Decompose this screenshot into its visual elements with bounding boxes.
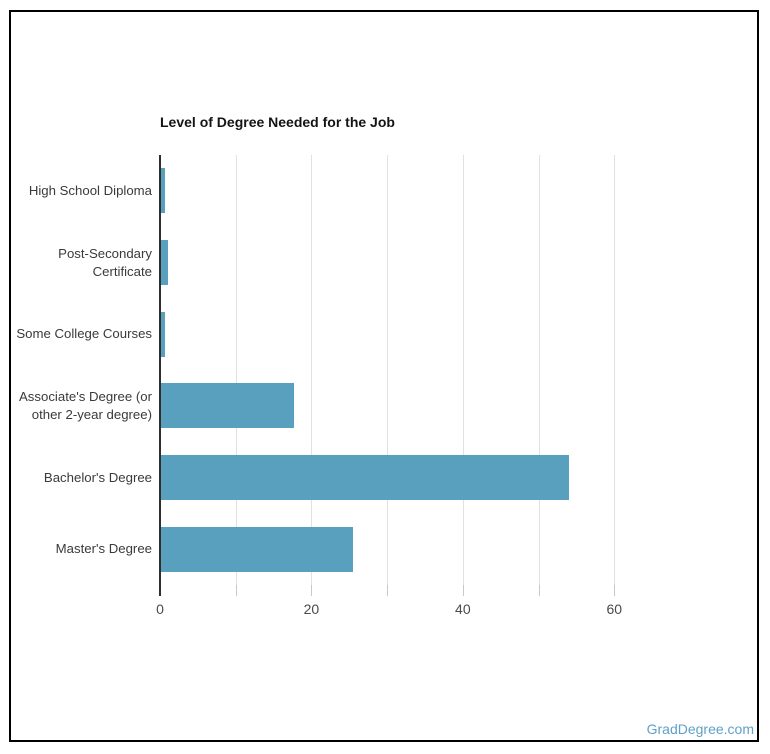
y-axis-label-3: Associate's Degree (or other 2-year degre… [19,388,152,422]
bar-1 [160,240,169,285]
x-tick-30 [387,585,388,596]
x-axis-label-60: 60 [606,601,623,617]
bar-3 [160,383,294,429]
x-tick-20 [311,585,312,596]
x-tick-10 [236,585,237,596]
y-axis-label-5: Master's Degree [55,541,152,557]
y-axis-label-1: Post-Secondary Certificate [58,245,152,279]
bar-0 [160,168,165,214]
chart-title: Level of Degree Needed for the Job [160,114,395,130]
x-tick-50 [539,585,540,596]
x-tick-40 [463,585,464,596]
y-axis-labels: High School Diploma Post-Secondary Certifi… [0,155,152,585]
x-tick-60 [614,585,615,596]
plot-area [159,155,690,596]
gridline-20 [311,155,312,585]
y-axis-label-4: Bachelor's Degree [43,469,152,485]
gridline-60 [614,155,615,585]
x-axis-label-40: 40 [455,601,471,617]
x-axis-label-20: 20 [303,601,320,617]
watermark: GradDegree.com [646,721,754,737]
gridline-50 [539,155,540,585]
gridline-40 [463,155,464,585]
x-axis-label-0: 0 [156,601,164,617]
gridline-10 [236,155,237,585]
y-axis-label-0: High School Diploma [28,182,152,198]
x-axis-labels: 0 20 40 60 [156,601,690,621]
y-axis-label-2: Some College Courses [16,326,152,342]
bar-5 [160,526,354,572]
gridline-30 [387,155,388,585]
bar-4 [160,455,569,500]
y-axis-line [159,155,161,596]
bar-2 [160,311,165,357]
